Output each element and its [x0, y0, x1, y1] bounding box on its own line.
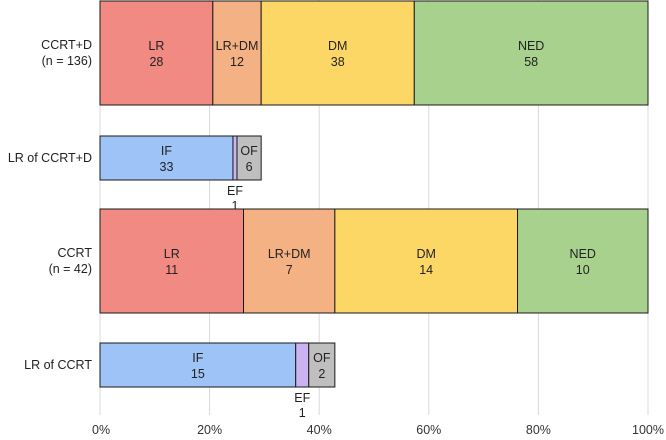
x-axis: 0% 20% 40% 60% 80% 100%	[92, 423, 664, 437]
segment-name-label: EF	[227, 184, 243, 198]
bar-segment-of	[308, 342, 336, 388]
bars: LR28LR+DM12DM38NED58IF33EF1OF6LR11LR+DM7…	[99, 0, 649, 420]
segment-name-label: OF	[313, 351, 331, 365]
category-label: (n = 136)	[42, 54, 92, 68]
x-tick-label: 80%	[526, 423, 551, 437]
segment-count-label: 11	[165, 263, 178, 277]
x-tick-label: 40%	[307, 423, 332, 437]
bar-segment-if	[99, 135, 234, 181]
segment-count-label: 2	[318, 367, 325, 381]
bar-segment-ned	[517, 208, 649, 314]
bar-segment-ef	[232, 135, 238, 181]
x-tick-label: 60%	[416, 423, 441, 437]
segment-count-label: 38	[331, 55, 345, 69]
bar-segment-ef	[295, 342, 310, 388]
bar-segment-lr	[99, 208, 245, 314]
x-tick-label: 20%	[197, 423, 222, 437]
category-label: LR of CCRT	[24, 358, 92, 372]
bar-segment-lr-dm	[212, 0, 262, 106]
category-label: CCRT+D	[41, 38, 92, 52]
bar-segment-lr	[99, 0, 214, 106]
segment-name-label: NED	[518, 39, 544, 53]
segment-count-label: 10	[576, 263, 590, 277]
category-label: (n = 42)	[49, 262, 92, 276]
category-labels: CCRT+D (n = 136) LR of CCRT+D CCRT (n = 42) L…	[8, 38, 93, 372]
segment-count-label: 1	[232, 199, 239, 213]
segment-name-label: DM	[328, 39, 347, 53]
segment-count-label: 58	[524, 55, 538, 69]
segment-count-label: 33	[160, 160, 174, 174]
segment-name-label: IF	[161, 144, 172, 158]
segment-count-label: 28	[149, 55, 163, 69]
x-tick-label: 100%	[632, 423, 664, 437]
segment-count-label: 7	[286, 263, 293, 277]
segment-count-label: 14	[419, 263, 433, 277]
x-tick-label: 0%	[92, 423, 110, 437]
segment-name-label: LR	[148, 39, 164, 53]
segment-name-label: EF	[294, 391, 310, 405]
segment-name-label: DM	[416, 247, 435, 261]
category-label: CCRT	[58, 246, 93, 260]
bar-segment-dm	[334, 208, 519, 314]
segment-name-label: LR+DM	[268, 247, 311, 261]
segment-name-label: LR+DM	[216, 39, 259, 53]
bar-segment-ned	[413, 0, 649, 106]
segment-name-label: OF	[240, 144, 258, 158]
bar-segment-dm	[260, 0, 415, 106]
segment-name-label: IF	[192, 351, 203, 365]
segment-name-label: NED	[570, 247, 596, 261]
segment-count-label: 15	[191, 367, 205, 381]
bar-segment-of	[236, 135, 262, 181]
segment-count-label: 6	[246, 160, 253, 174]
segment-count-label: 1	[299, 406, 306, 420]
bar-segment-lr-dm	[243, 208, 336, 314]
bar-segment-if	[99, 342, 297, 388]
segment-count-label: 12	[230, 55, 244, 69]
category-label: LR of CCRT+D	[8, 151, 92, 165]
segment-name-label: LR	[164, 247, 180, 261]
